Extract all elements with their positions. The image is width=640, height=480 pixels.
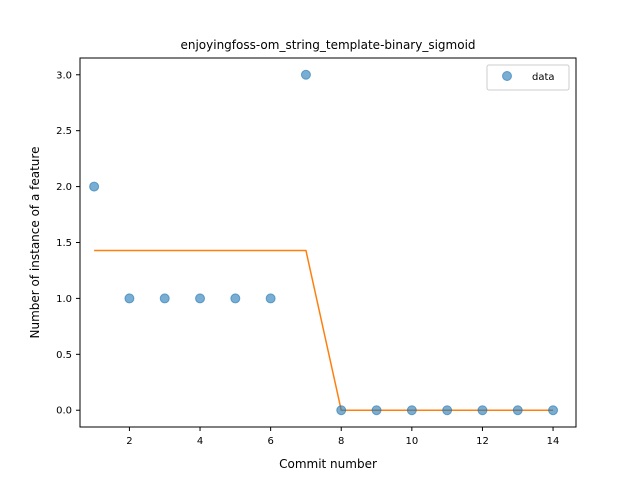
y-axis-label: Number of instance of a feature [28, 147, 42, 339]
x-axis-label: Commit number [279, 457, 377, 471]
data-point [336, 405, 347, 416]
data-point [265, 293, 276, 304]
data-point [442, 405, 453, 416]
fit-line [94, 249, 554, 411]
x-tick-label: 4 [197, 436, 203, 447]
x-tick-label: 14 [547, 436, 560, 447]
x-tick-label: 12 [476, 436, 489, 447]
legend-label-data: data [532, 72, 555, 83]
ticks: 2 4 6 8 10 12 14 0.0 0.5 1.0 1.5 2.0 2.5 3.0 [56, 70, 559, 447]
y-tick-label: 2.5 [56, 126, 72, 137]
y-tick-label: 1.0 [56, 294, 72, 305]
y-tick-label: 3.0 [56, 70, 72, 81]
data-point [159, 293, 170, 304]
x-tick-label: 10 [405, 436, 418, 447]
data-point [548, 405, 559, 416]
data-point [124, 293, 135, 304]
data-point [406, 405, 417, 416]
legend-marker-data [502, 71, 512, 81]
data-point [89, 181, 100, 192]
legend: data [486, 64, 570, 91]
y-tick-label: 2.0 [56, 182, 72, 193]
legend-box [486, 64, 570, 91]
y-tick-label: 1.5 [56, 238, 72, 249]
x-tick-label: 2 [126, 436, 132, 447]
y-tick-label: 0.5 [56, 350, 72, 361]
data-point [300, 69, 311, 80]
data-point [195, 293, 206, 304]
y-tick-label: 0.0 [56, 406, 72, 417]
plot-area [89, 69, 559, 416]
data-point [477, 405, 488, 416]
chart-title: enjoyingfoss-om_string_template-binary_s… [180, 38, 475, 52]
data-point [371, 405, 382, 416]
data-point [230, 293, 241, 304]
x-tick-label: 6 [267, 436, 273, 447]
x-tick-label: 8 [338, 436, 344, 447]
data-point [512, 405, 523, 416]
